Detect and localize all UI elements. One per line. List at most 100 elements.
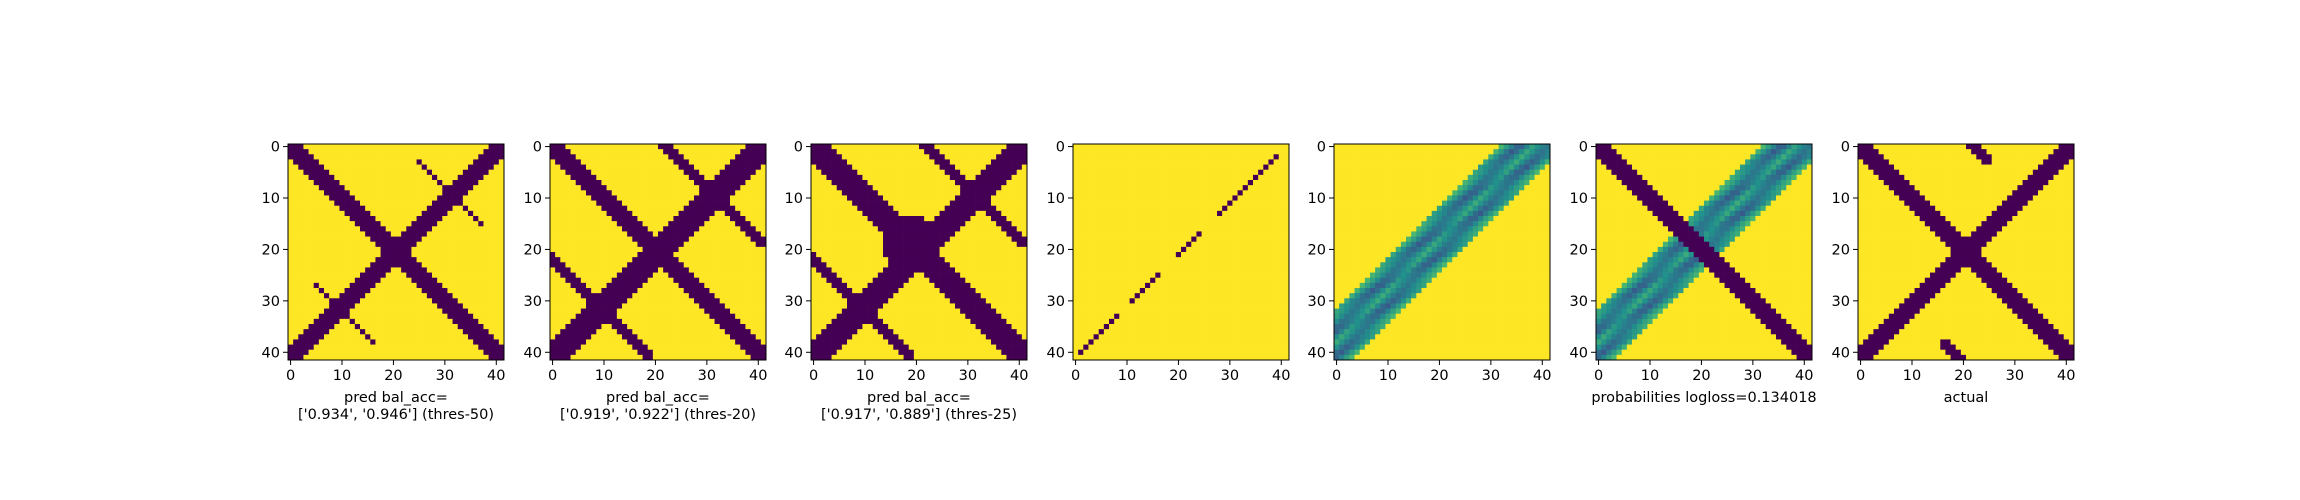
heatmap-cell bbox=[385, 267, 392, 273]
heatmap-cell bbox=[308, 149, 315, 155]
heatmap-cell bbox=[811, 169, 817, 176]
heatmap-cell bbox=[473, 262, 479, 268]
heatmap-cell bbox=[380, 334, 387, 340]
heatmap-cell bbox=[611, 180, 618, 186]
heatmap-cell bbox=[565, 303, 571, 309]
heatmap-cell bbox=[611, 159, 618, 165]
heatmap-cell bbox=[601, 262, 607, 268]
heatmap-cell bbox=[478, 329, 484, 335]
heatmap-cell bbox=[724, 267, 731, 273]
heatmap-cell bbox=[488, 262, 495, 268]
heatmap-cell bbox=[949, 236, 956, 243]
heatmap-cell bbox=[913, 159, 920, 165]
heatmap-cell bbox=[406, 226, 412, 232]
heatmap-cell bbox=[580, 288, 587, 294]
heatmap-cell bbox=[452, 154, 459, 160]
heatmap-cell bbox=[478, 185, 484, 191]
heatmap-cell bbox=[847, 246, 853, 253]
heatmap-cell bbox=[929, 282, 935, 289]
x-tick-label: 0 bbox=[548, 368, 557, 384]
heatmap-cell bbox=[580, 185, 587, 191]
heatmap-cell bbox=[652, 231, 659, 237]
heatmap-cell bbox=[329, 334, 335, 340]
heatmap-cell bbox=[498, 200, 505, 207]
heatmap-cell bbox=[637, 344, 643, 351]
heatmap-cell bbox=[663, 221, 669, 227]
heatmap-cell bbox=[390, 257, 397, 263]
heatmap-cell bbox=[867, 159, 874, 165]
heatmap-cell bbox=[611, 334, 618, 340]
heatmap-cell bbox=[334, 339, 340, 345]
heatmap-cell bbox=[293, 324, 299, 330]
heatmap-cell bbox=[473, 159, 479, 165]
heatmap-cell bbox=[893, 241, 899, 248]
heatmap-cell bbox=[740, 298, 746, 304]
heatmap-cell bbox=[985, 159, 992, 165]
heatmap-cell bbox=[668, 246, 674, 253]
heatmap-cell bbox=[627, 267, 633, 273]
heatmap-cell bbox=[996, 262, 1002, 268]
heatmap-cell bbox=[339, 164, 345, 171]
heatmap-cell bbox=[344, 149, 351, 155]
heatmap-cell bbox=[714, 308, 721, 315]
heatmap-cell bbox=[934, 149, 940, 155]
heatmap-cell bbox=[632, 303, 638, 309]
heatmap-cell bbox=[836, 303, 843, 309]
heatmap-cell bbox=[647, 267, 654, 273]
heatmap-cell bbox=[586, 329, 592, 335]
heatmap-cell bbox=[329, 154, 335, 160]
heatmap-cell bbox=[318, 303, 325, 309]
heatmap-cell bbox=[416, 180, 423, 186]
heatmap-cell bbox=[334, 241, 340, 248]
heatmap-cell bbox=[565, 205, 571, 212]
heatmap-cell bbox=[488, 149, 495, 155]
heatmap-cell bbox=[642, 231, 649, 237]
heatmap-cell bbox=[478, 210, 484, 217]
heatmap-cell bbox=[724, 313, 731, 320]
heatmap-cell bbox=[704, 334, 710, 340]
heatmap-cell bbox=[965, 195, 971, 201]
heatmap-cell bbox=[447, 334, 453, 340]
heatmap-cell bbox=[740, 205, 746, 212]
heatmap-cell bbox=[462, 277, 469, 284]
heatmap-cell bbox=[483, 262, 489, 268]
heatmap-cell bbox=[719, 282, 726, 289]
heatmap-cell bbox=[596, 159, 602, 165]
heatmap-cell bbox=[709, 324, 715, 330]
heatmap-cell bbox=[683, 329, 690, 335]
heatmap-cell bbox=[375, 277, 381, 284]
heatmap-cell bbox=[349, 339, 356, 345]
heatmap-cell bbox=[426, 174, 433, 181]
heatmap-cell bbox=[622, 252, 628, 258]
heatmap-cell bbox=[867, 164, 874, 171]
heatmap-cell bbox=[888, 298, 894, 304]
heatmap-cell bbox=[735, 205, 741, 212]
heatmap-cell bbox=[390, 344, 397, 351]
heatmap-cell bbox=[365, 210, 371, 217]
heatmap-cell bbox=[570, 174, 577, 181]
heatmap-cell bbox=[329, 339, 335, 345]
heatmap-cell bbox=[442, 154, 448, 160]
heatmap-cell bbox=[601, 216, 607, 222]
heatmap-cell bbox=[965, 159, 971, 165]
heatmap-cell bbox=[493, 226, 500, 232]
heatmap-cell bbox=[596, 246, 602, 253]
heatmap-cell bbox=[622, 318, 628, 325]
heatmap-cell bbox=[550, 205, 556, 212]
heatmap-cell bbox=[396, 272, 402, 279]
heatmap-cell bbox=[611, 354, 618, 361]
heatmap-cell bbox=[847, 154, 853, 160]
heatmap-cell bbox=[380, 159, 387, 165]
heatmap-cell bbox=[473, 231, 479, 237]
heatmap-cell bbox=[996, 149, 1002, 155]
heatmap-cell bbox=[704, 262, 710, 268]
heatmap-cell bbox=[1021, 216, 1028, 222]
heatmap-cell bbox=[683, 293, 690, 299]
heatmap-cell bbox=[437, 246, 443, 253]
heatmap-cell bbox=[714, 154, 721, 160]
heatmap-cell bbox=[924, 272, 930, 279]
heatmap-cell bbox=[298, 169, 304, 176]
heatmap-cell bbox=[432, 303, 438, 309]
heatmap-cell bbox=[385, 236, 392, 243]
heatmap-cell bbox=[898, 267, 904, 273]
